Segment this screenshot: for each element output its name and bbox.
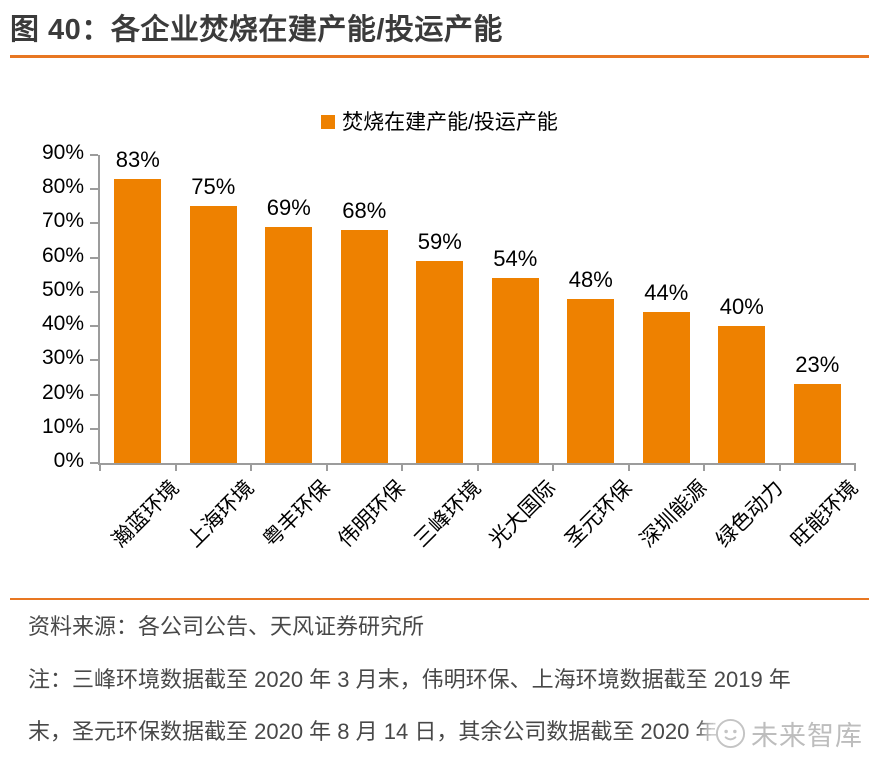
y-tick-label: 30% [41,346,84,370]
bar-value-label: 75% [191,174,236,200]
bar [718,326,766,463]
bar [114,178,162,463]
y-tick [90,290,98,293]
bar [491,278,539,463]
y-tick [90,325,98,328]
x-tick [778,463,781,471]
bar [567,298,615,463]
x-category-label: 伟明环保 [334,476,410,552]
y-tick-label: 60% [41,243,84,267]
bar-value-label: 69% [266,194,311,220]
y-tick [90,462,98,464]
x-tick [99,463,101,471]
x-tick [250,463,252,471]
y-tick-label: 70% [41,209,84,233]
source-line: 资料来源：各公司公告、天风证券研究所 [28,614,425,639]
y-tick-label: 50% [41,277,84,301]
top-divider [10,55,869,58]
bar-value-label: 23% [795,352,840,378]
x-tick [476,463,479,471]
y-tick-label: 90% [41,141,84,164]
note-line-2: 末，圣元环保数据截至 2020 年 8 月 14 日，其余公司数据截至 2020… [28,719,718,744]
x-tick [703,463,705,471]
bar-value-label: 48% [568,266,613,292]
x-tick [627,463,630,471]
y-tick-label: 80% [41,175,84,199]
figure-title: 图 40：各企业焚烧在建产能/投运产能 [10,14,503,46]
y-axis-line [98,155,100,463]
x-category-label: 上海环境 [183,476,259,552]
y-tick-label: 10% [41,414,84,438]
bar-value-label: 59% [417,229,462,255]
bar [189,206,237,463]
x-category-label: 圣元环保 [560,476,637,552]
watermark: 未来智库 [710,712,867,755]
watermark-text: 未来智库 [751,721,863,751]
x-category-label: 光大国际 [485,476,561,552]
y-tick [90,188,98,191]
bar [642,312,690,463]
x-category-label: 绿色动力 [711,476,788,552]
x-category-label: 三峰环境 [409,476,486,552]
y-tick [90,256,98,259]
legend-swatch [321,115,336,129]
bar [793,384,841,463]
plot-area: 瀚蓝环境 上海环境 粤丰环保 伟明环保 三峰环境 光大国际 圣元环保 深圳能源 绿色动力 旺能环境… [42,142,863,552]
y-tick [90,427,98,430]
x-category-label: 旺能环境 [787,476,863,552]
x-category-label: 粤丰环保 [258,476,335,552]
bar [265,226,313,463]
y-tick-label: 0% [53,449,84,472]
bar [416,261,464,463]
y-tick-label: 20% [41,380,84,404]
x-tick [325,463,328,471]
watermark-logo-icon [715,718,746,749]
bar-value-label: 54% [493,246,538,272]
bar-value-label: 44% [644,280,689,306]
y-tick [90,154,98,156]
y-tick [90,222,98,225]
x-labels-layer: 瀚蓝环境 上海环境 粤丰环保 伟明环保 三峰环境 光大国际 圣元环保 深圳能源 绿色动力 旺能环境 [100,463,863,583]
x-tick [854,463,856,471]
bar-value-label: 68% [342,198,387,224]
x-category-label: 深圳能源 [636,476,712,552]
x-tick [174,463,177,471]
x-tick [552,463,554,471]
x-tick [401,463,403,471]
chart-legend: 焚烧在建产能/投运产能 [0,106,879,136]
bottom-divider [10,598,869,600]
x-category-label: 瀚蓝环境 [107,476,184,552]
y-tick [90,359,98,362]
legend-label: 焚烧在建产能/投运产能 [342,111,558,134]
bar-value-label: 40% [719,294,764,320]
bar-value-label: 83% [115,146,160,172]
y-tick [90,393,98,396]
note-line-1: 注：三峰环境数据截至 2020 年 3 月末，伟明环保、上海环境数据截至 201… [28,667,791,692]
y-tick-label: 40% [41,312,84,336]
bar [340,230,388,463]
